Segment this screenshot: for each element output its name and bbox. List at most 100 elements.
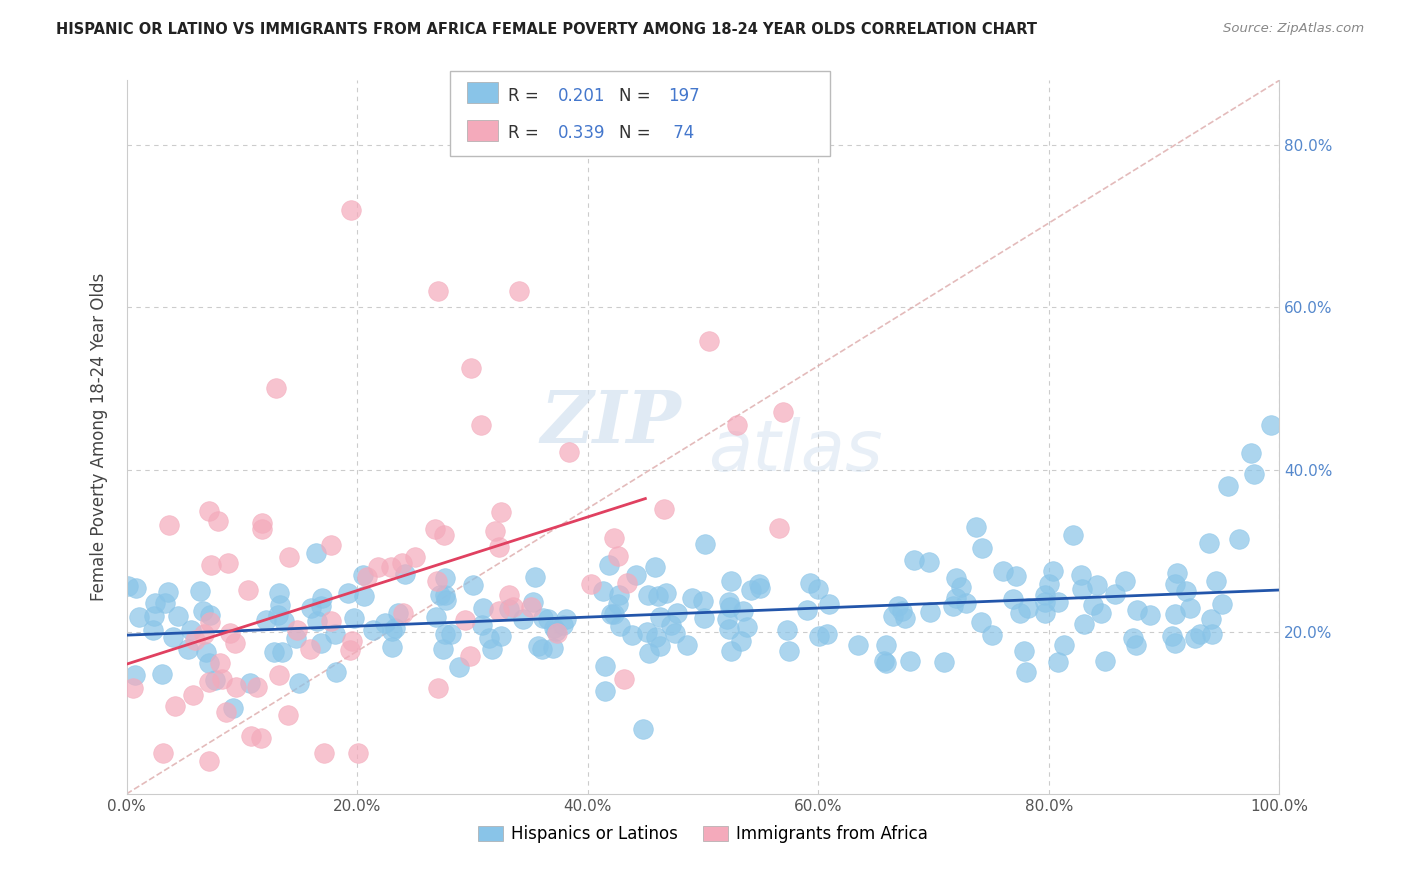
Point <box>659 618 682 632</box>
Point <box>631 722 654 736</box>
Point <box>524 570 547 584</box>
Point <box>305 546 328 560</box>
Point <box>730 633 752 648</box>
Text: ZIP: ZIP <box>540 387 681 458</box>
Point <box>426 681 449 695</box>
Point <box>1046 594 1069 608</box>
Point <box>1260 417 1282 432</box>
Point <box>299 601 322 615</box>
Point <box>717 622 740 636</box>
Point <box>537 612 560 626</box>
Point <box>1216 479 1239 493</box>
Point <box>323 626 346 640</box>
Point <box>340 202 363 217</box>
Point <box>593 658 616 673</box>
Point <box>404 550 426 565</box>
Point <box>527 640 550 654</box>
Point <box>307 614 329 628</box>
Point <box>768 521 790 535</box>
Point <box>1005 569 1028 583</box>
Point <box>665 607 688 621</box>
Point <box>433 571 456 585</box>
Point <box>433 528 456 542</box>
Point <box>699 334 721 349</box>
Text: HISPANIC OR LATINO VS IMMIGRANTS FROM AFRICA FEMALE POVERTY AMONG 18-24 YEAR OLD: HISPANIC OR LATINO VS IMMIGRANTS FROM AF… <box>56 22 1038 37</box>
Point <box>193 627 215 641</box>
Point <box>184 632 207 647</box>
Point <box>737 620 759 634</box>
Point <box>312 747 335 761</box>
Point <box>180 623 202 637</box>
Point <box>489 505 512 519</box>
Point <box>543 621 565 635</box>
Point <box>1199 612 1222 626</box>
Point <box>541 641 564 656</box>
Point <box>918 606 941 620</box>
Point <box>218 626 240 640</box>
Point <box>644 630 666 644</box>
Point <box>609 619 631 633</box>
Point <box>1227 532 1250 546</box>
Point <box>167 608 190 623</box>
Point <box>1166 566 1188 580</box>
Point <box>1104 587 1126 601</box>
Point <box>143 596 166 610</box>
Point <box>461 578 484 592</box>
Point <box>520 599 543 614</box>
Point <box>1180 600 1202 615</box>
Point <box>970 615 993 629</box>
Point <box>1042 565 1064 579</box>
Point <box>163 699 186 714</box>
Point <box>893 611 915 625</box>
Point <box>250 731 273 745</box>
Point <box>544 624 567 638</box>
Text: 197: 197 <box>668 87 699 104</box>
Point <box>882 609 904 624</box>
Point <box>652 501 675 516</box>
Point <box>1164 636 1187 650</box>
Point <box>198 607 221 622</box>
Point <box>299 642 322 657</box>
Point <box>353 589 375 603</box>
Point <box>211 672 233 686</box>
Point <box>692 594 714 608</box>
Point <box>440 626 463 640</box>
Point <box>198 675 221 690</box>
Point <box>551 618 574 632</box>
Point <box>392 607 415 621</box>
Point <box>650 610 672 624</box>
Point <box>846 638 869 652</box>
Point <box>945 591 967 605</box>
Point <box>1017 601 1039 615</box>
Point <box>477 631 499 645</box>
Point <box>1033 594 1056 608</box>
Point <box>1085 578 1108 592</box>
Point <box>1160 629 1182 643</box>
Point <box>650 639 672 653</box>
Point <box>278 549 301 564</box>
Point <box>942 599 965 613</box>
Point <box>934 655 956 669</box>
Point <box>337 586 360 600</box>
Point <box>1139 608 1161 623</box>
Text: 0.339: 0.339 <box>558 124 606 142</box>
Point <box>150 666 173 681</box>
Point <box>716 611 738 625</box>
Point <box>903 553 925 567</box>
Point <box>159 518 181 533</box>
Point <box>319 615 342 629</box>
Point <box>236 582 259 597</box>
Point <box>887 599 910 614</box>
Point <box>498 602 520 616</box>
Point <box>197 657 219 671</box>
Point <box>288 676 311 690</box>
Point <box>200 558 222 572</box>
Point <box>246 680 269 694</box>
Point <box>531 641 554 656</box>
Point <box>222 700 245 714</box>
Point <box>970 541 993 556</box>
Point <box>620 628 643 642</box>
Point <box>873 654 896 668</box>
Point <box>749 582 772 596</box>
Point <box>125 581 148 595</box>
